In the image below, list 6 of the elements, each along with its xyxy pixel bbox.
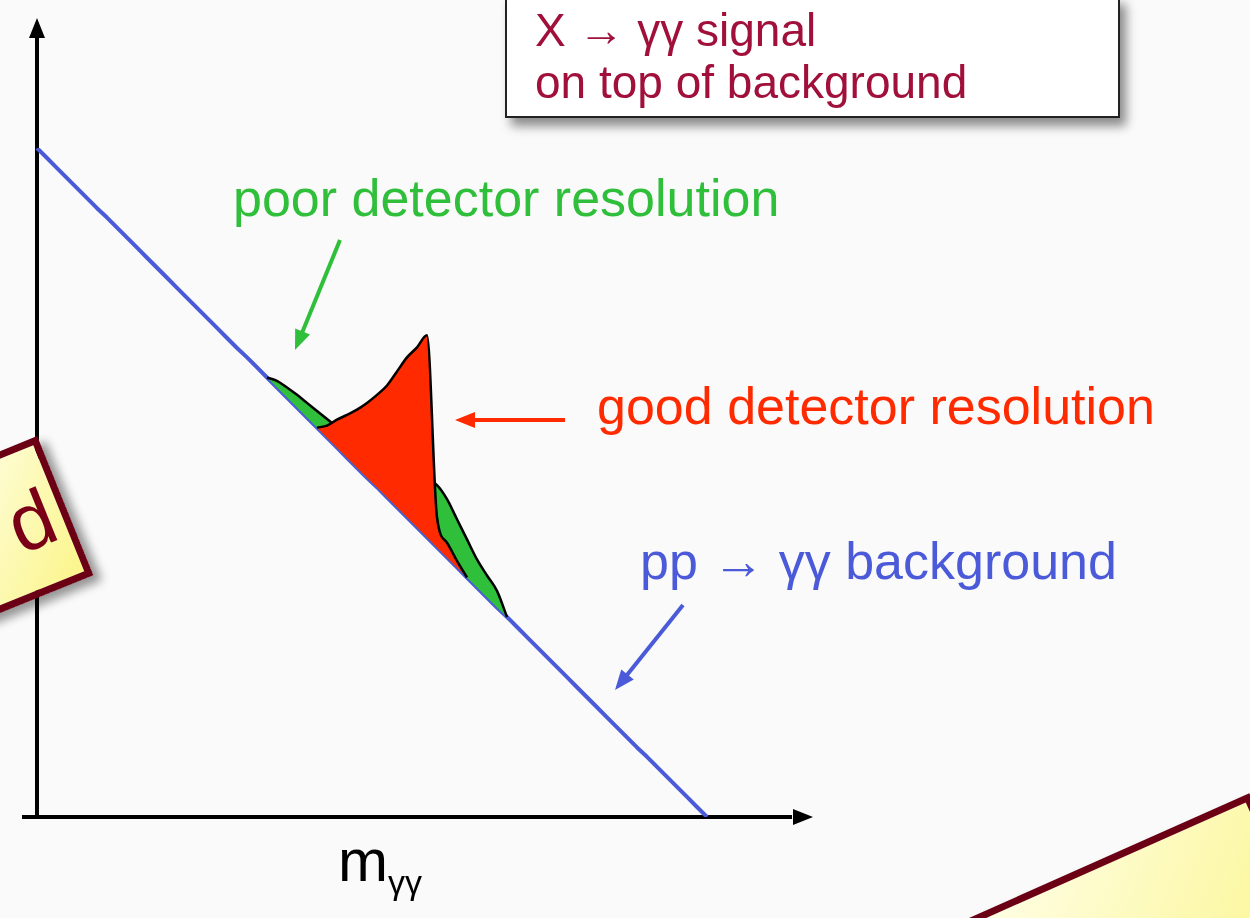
legend-label: good detector resolution — [597, 377, 1155, 436]
text: pp → γγ background — [640, 532, 1117, 591]
text: X → γγ signal — [535, 4, 818, 56]
text: poor detector resolution — [233, 169, 780, 228]
text: on top of background — [535, 56, 969, 108]
x-axis-title: m$_{γγ}$ — [337, 826, 423, 902]
